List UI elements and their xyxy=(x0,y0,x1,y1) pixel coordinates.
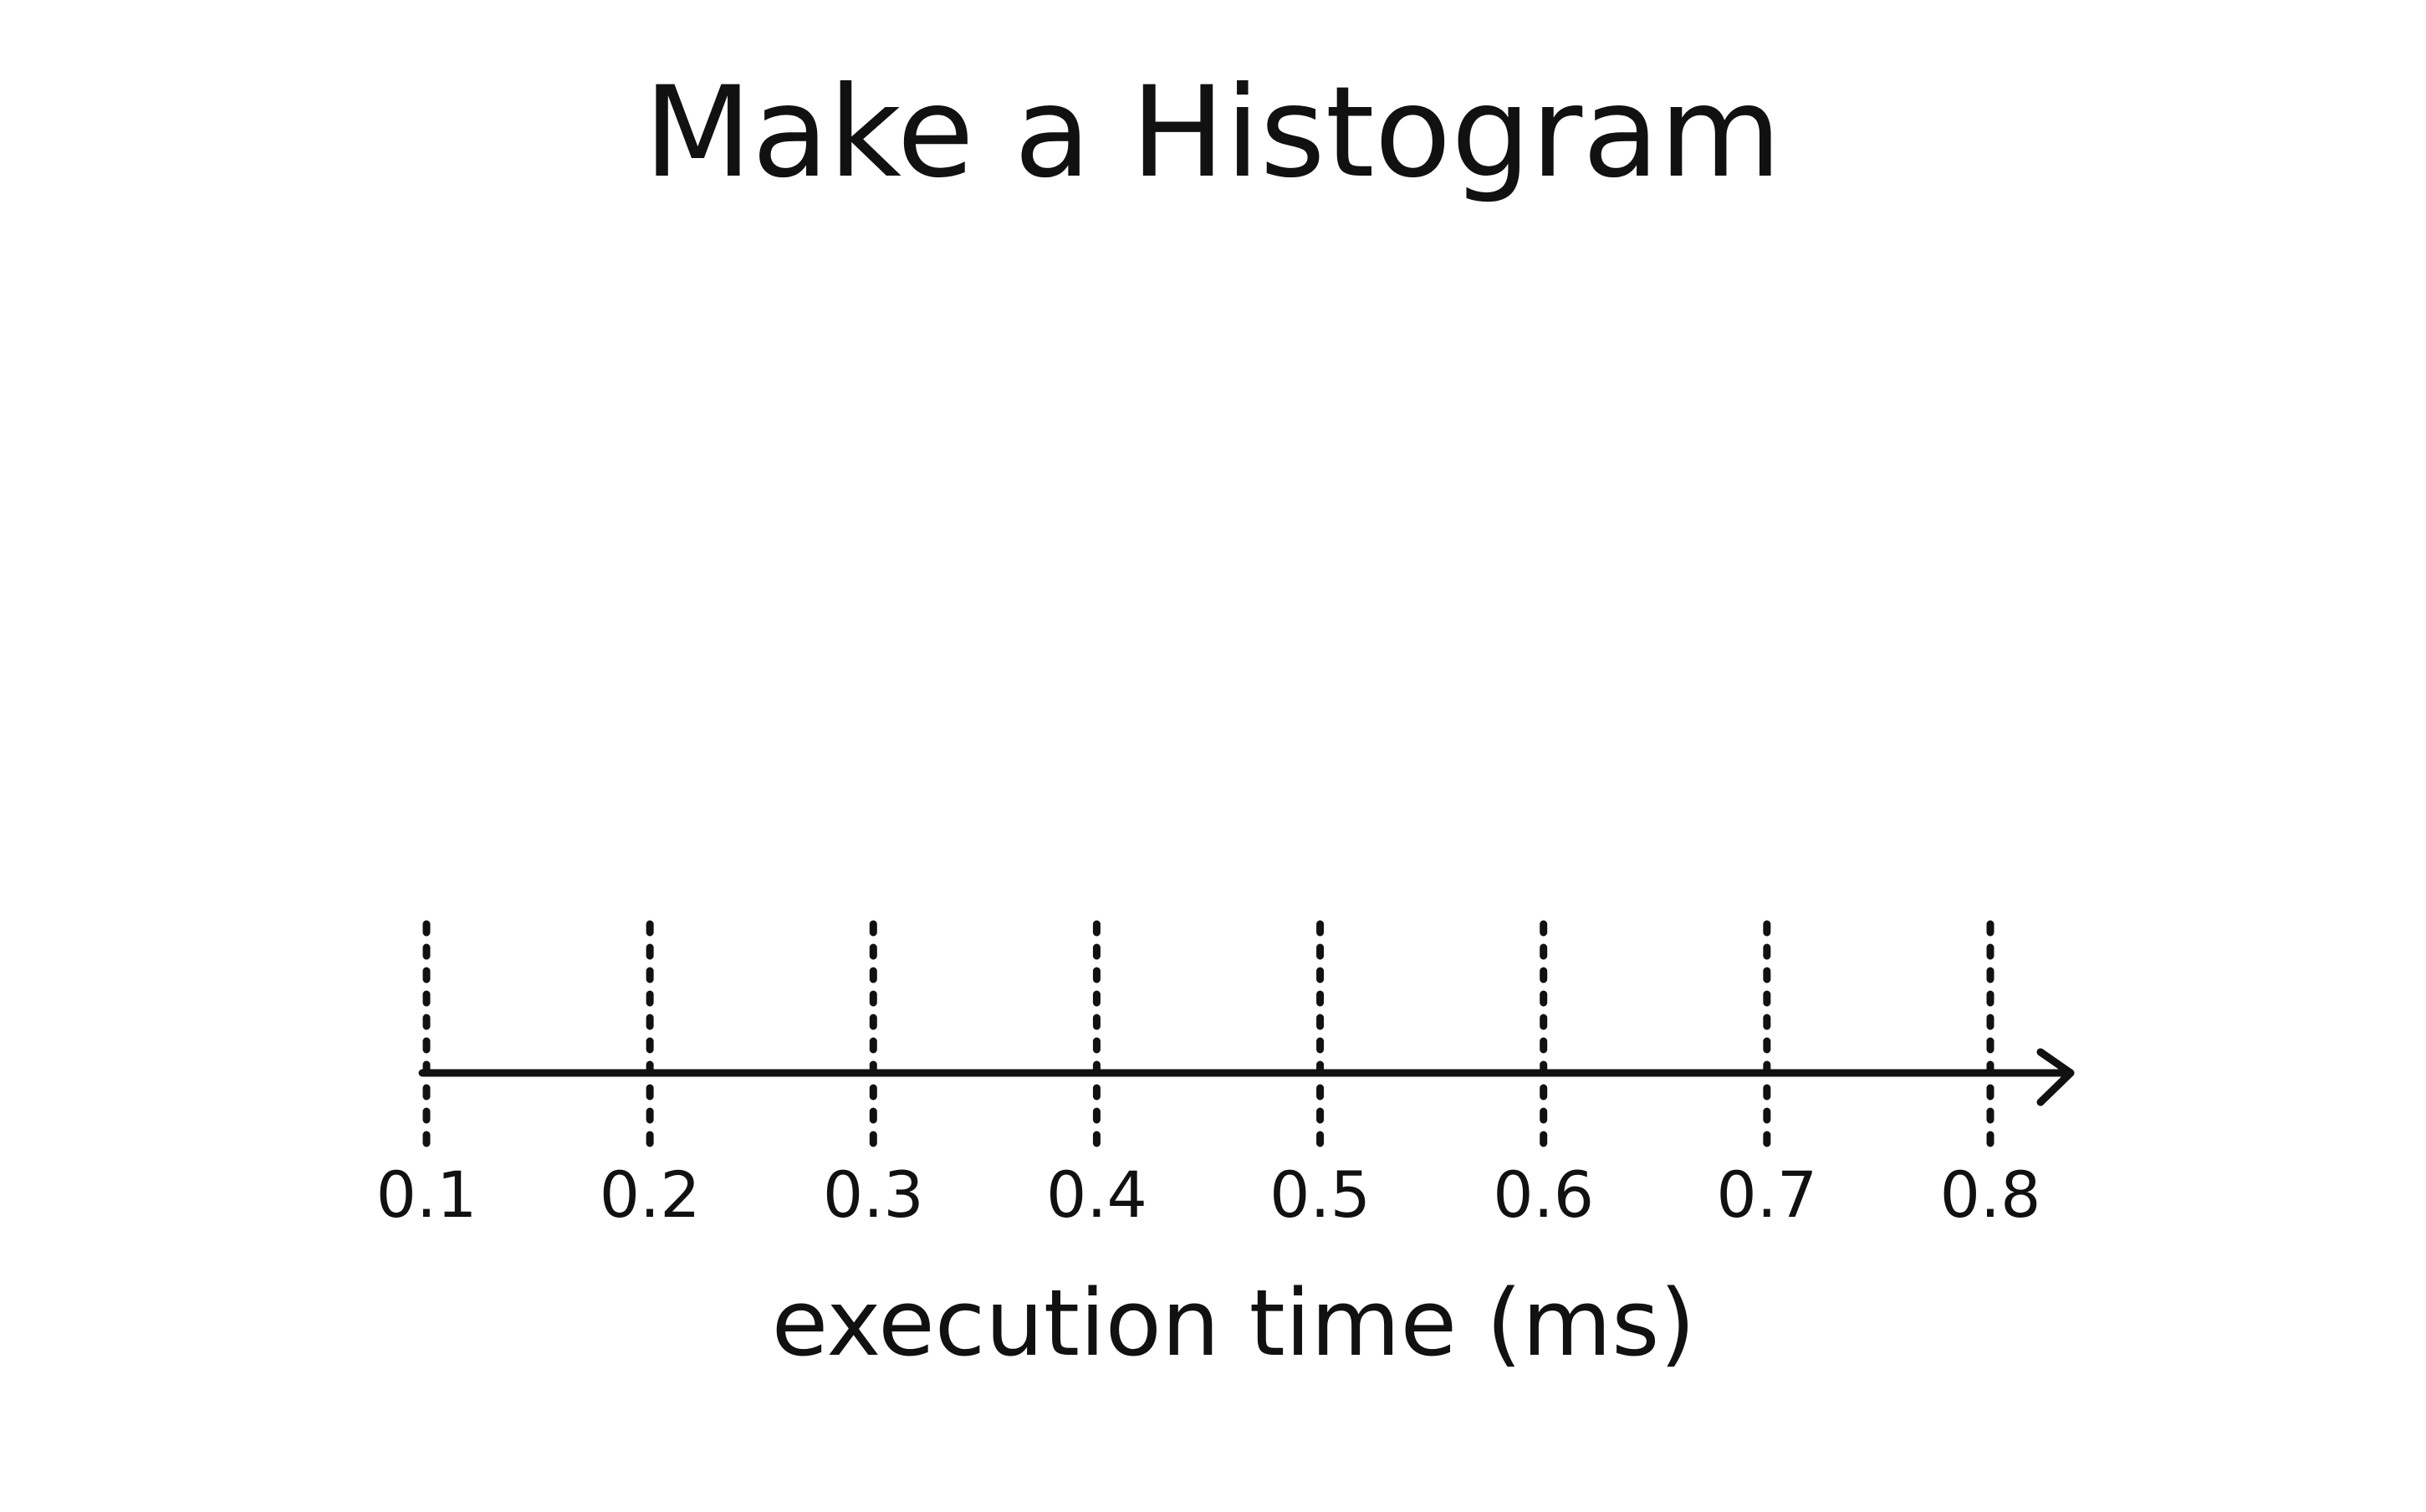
x-axis-label: execution time (ms) xyxy=(772,1269,1696,1377)
chart-title: Make a Histogram xyxy=(644,60,1782,206)
x-tick-label-5: 0.5 xyxy=(1269,1157,1371,1232)
x-tick-label-1: 0.1 xyxy=(376,1157,478,1232)
x-tick-label-6: 0.6 xyxy=(1493,1157,1594,1232)
x-tick-label-4: 0.4 xyxy=(1046,1157,1147,1232)
x-tick-label-2: 0.2 xyxy=(600,1157,701,1232)
x-tick-label-7: 0.7 xyxy=(1716,1157,1817,1232)
x-tick-label-8: 0.8 xyxy=(1940,1157,2041,1232)
x-tick-label-3: 0.3 xyxy=(823,1157,924,1232)
x-tick-labels: 0.1 0.2 0.3 0.4 0.5 0.6 0.7 0.8 xyxy=(376,1157,2041,1232)
tick-guides xyxy=(422,920,1994,1158)
x-axis-arrowhead xyxy=(2036,1048,2075,1106)
